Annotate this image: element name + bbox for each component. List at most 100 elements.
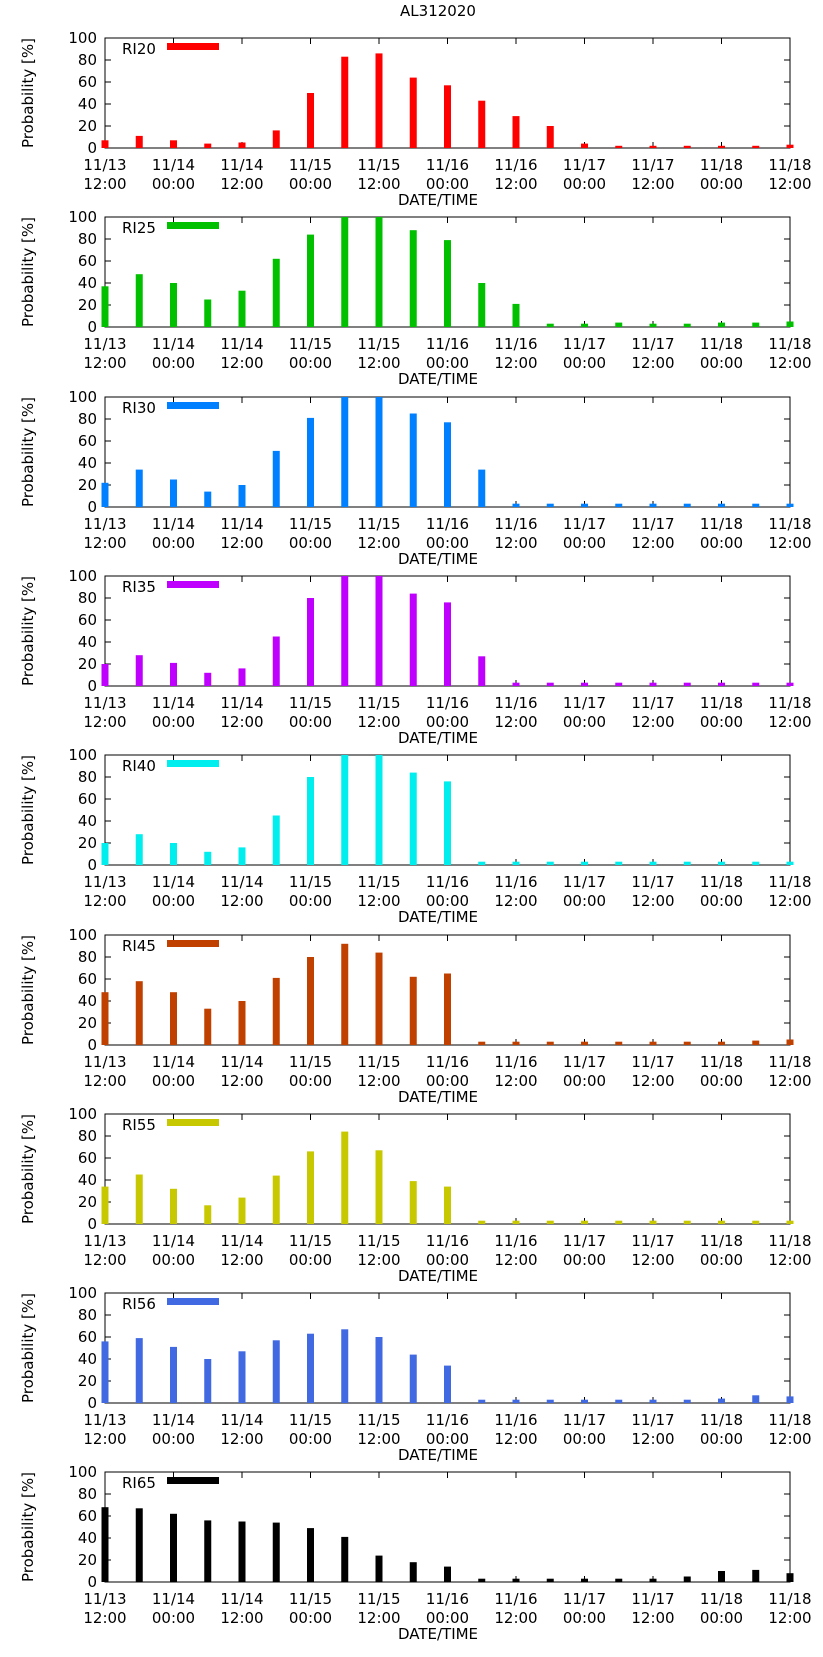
y-tick-label: 40: [78, 274, 97, 292]
bar-ri25-0: [101, 286, 109, 327]
bar-ri65-7: [341, 1536, 349, 1582]
y-axis-label: Probability [%]: [19, 217, 37, 327]
x-tick-label-time: 00:00: [700, 1609, 743, 1627]
y-tick-label: 20: [78, 834, 97, 852]
bar-ri65-18: [718, 1571, 725, 1582]
bar-ri20-8: [375, 53, 383, 148]
bar-ri56-1: [135, 1338, 143, 1403]
y-axis-label: Probability [%]: [19, 1472, 37, 1582]
x-tick-label-date: 11/18: [768, 1232, 811, 1250]
x-tick-label-time: 00:00: [152, 713, 195, 731]
bar-ri40-19: [752, 861, 760, 865]
x-tick-label-date: 11/18: [700, 1232, 743, 1250]
y-tick-label: 80: [78, 1127, 97, 1145]
y-tick-label: 60: [78, 1328, 97, 1346]
y-tick-label: 20: [78, 1551, 97, 1569]
legend-label: RI56: [122, 1295, 156, 1313]
bar-ri40-14: [581, 861, 588, 865]
bar-ri40-8: [375, 755, 383, 865]
x-tick-label-time: 12:00: [83, 1072, 126, 1090]
x-tick-label-date: 11/14: [152, 1590, 195, 1608]
bar-ri20-17: [683, 145, 691, 148]
y-tick-label: 0: [87, 139, 97, 157]
x-tick-label-date: 11/16: [426, 694, 469, 712]
x-tick-label-time: 00:00: [426, 1072, 469, 1090]
legend-swatch: [167, 43, 219, 50]
bar-ri20-20: [786, 144, 794, 148]
x-tick-label-date: 11/16: [494, 873, 537, 891]
bar-ri65-9: [409, 1562, 417, 1582]
bar-ri20-13: [546, 126, 554, 148]
x-tick-label-date: 11/18: [700, 335, 743, 353]
legend-swatch: [167, 402, 219, 409]
panel-ri45: 02040608010011/1312:0011/1400:0011/1412:…: [19, 926, 812, 1106]
y-tick-label: 60: [78, 252, 97, 270]
x-tick-label-date: 11/17: [631, 515, 674, 533]
y-tick-label: 80: [78, 1306, 97, 1324]
bar-ri45-6: [307, 957, 314, 1045]
x-tick-label-time: 12:00: [83, 354, 126, 372]
x-tick-label-time: 00:00: [289, 892, 332, 910]
bar-ri25-9: [409, 230, 417, 327]
x-tick-label-time: 00:00: [426, 354, 469, 372]
x-tick-label-date: 11/15: [289, 694, 332, 712]
bar-ri40-2: [170, 843, 177, 865]
x-tick-label-time: 00:00: [426, 175, 469, 193]
bar-ri35-2: [170, 662, 177, 686]
bar-ri55-5: [272, 1175, 280, 1224]
x-tick-label-date: 11/17: [563, 694, 606, 712]
x-tick-label-date: 11/14: [152, 873, 195, 891]
bar-ri35-10: [444, 602, 451, 686]
x-tick-label-date: 11/14: [152, 156, 195, 174]
x-tick-label-time: 00:00: [152, 175, 195, 193]
bar-ri55-13: [546, 1220, 554, 1224]
x-tick-label-date: 11/13: [83, 515, 126, 533]
bar-ri20-15: [615, 145, 623, 148]
x-tick-label-time: 12:00: [631, 1072, 674, 1090]
x-axis-label: DATE/TIME: [398, 370, 478, 388]
x-tick-label-time: 12:00: [768, 1072, 811, 1090]
bar-ri30-12: [512, 503, 520, 507]
x-tick-label-time: 00:00: [152, 354, 195, 372]
x-tick-label-date: 11/16: [426, 335, 469, 353]
x-tick-label-time: 12:00: [494, 534, 537, 552]
y-tick-label: 20: [78, 117, 97, 135]
x-tick-label-time: 12:00: [768, 1251, 811, 1269]
panel-ri55: 02040608010011/1312:0011/1400:0011/1412:…: [19, 1105, 812, 1285]
legend-swatch: [167, 581, 219, 588]
y-tick-label: 20: [78, 1193, 97, 1211]
x-tick-label-date: 11/17: [631, 1590, 674, 1608]
x-tick-label-time: 00:00: [700, 892, 743, 910]
x-tick-label-date: 11/17: [631, 335, 674, 353]
x-tick-label-date: 11/17: [563, 156, 606, 174]
bar-ri56-13: [546, 1399, 554, 1403]
bar-ri35-14: [581, 682, 588, 686]
x-tick-label-date: 11/16: [494, 335, 537, 353]
bar-ri55-2: [170, 1188, 177, 1224]
bar-ri40-10: [444, 781, 451, 865]
y-tick-label: 100: [68, 388, 97, 406]
y-tick-label: 20: [78, 655, 97, 673]
bar-ri56-0: [101, 1341, 109, 1403]
x-tick-label-date: 11/17: [631, 694, 674, 712]
y-axis-label: Probability [%]: [19, 755, 37, 865]
x-tick-label-date: 11/16: [426, 1232, 469, 1250]
bar-ri35-20: [786, 682, 794, 686]
bar-ri30-6: [307, 417, 314, 507]
x-tick-label-time: 00:00: [700, 713, 743, 731]
x-tick-label-date: 11/13: [83, 873, 126, 891]
bar-ri30-19: [752, 503, 760, 507]
bar-ri55-16: [649, 1220, 657, 1224]
x-tick-label-date: 11/17: [631, 1232, 674, 1250]
legend-label: RI35: [122, 578, 156, 596]
x-tick-label-date: 11/14: [152, 335, 195, 353]
legend-swatch: [167, 222, 219, 229]
y-axis-label: Probability [%]: [19, 935, 37, 1045]
bar-ri25-12: [512, 303, 520, 327]
x-tick-label-time: 12:00: [631, 1251, 674, 1269]
x-tick-label-time: 00:00: [563, 1251, 606, 1269]
bar-ri30-7: [341, 397, 349, 507]
bar-ri45-20: [786, 1039, 794, 1045]
x-tick-label-time: 12:00: [768, 713, 811, 731]
bar-ri40-1: [135, 834, 143, 865]
